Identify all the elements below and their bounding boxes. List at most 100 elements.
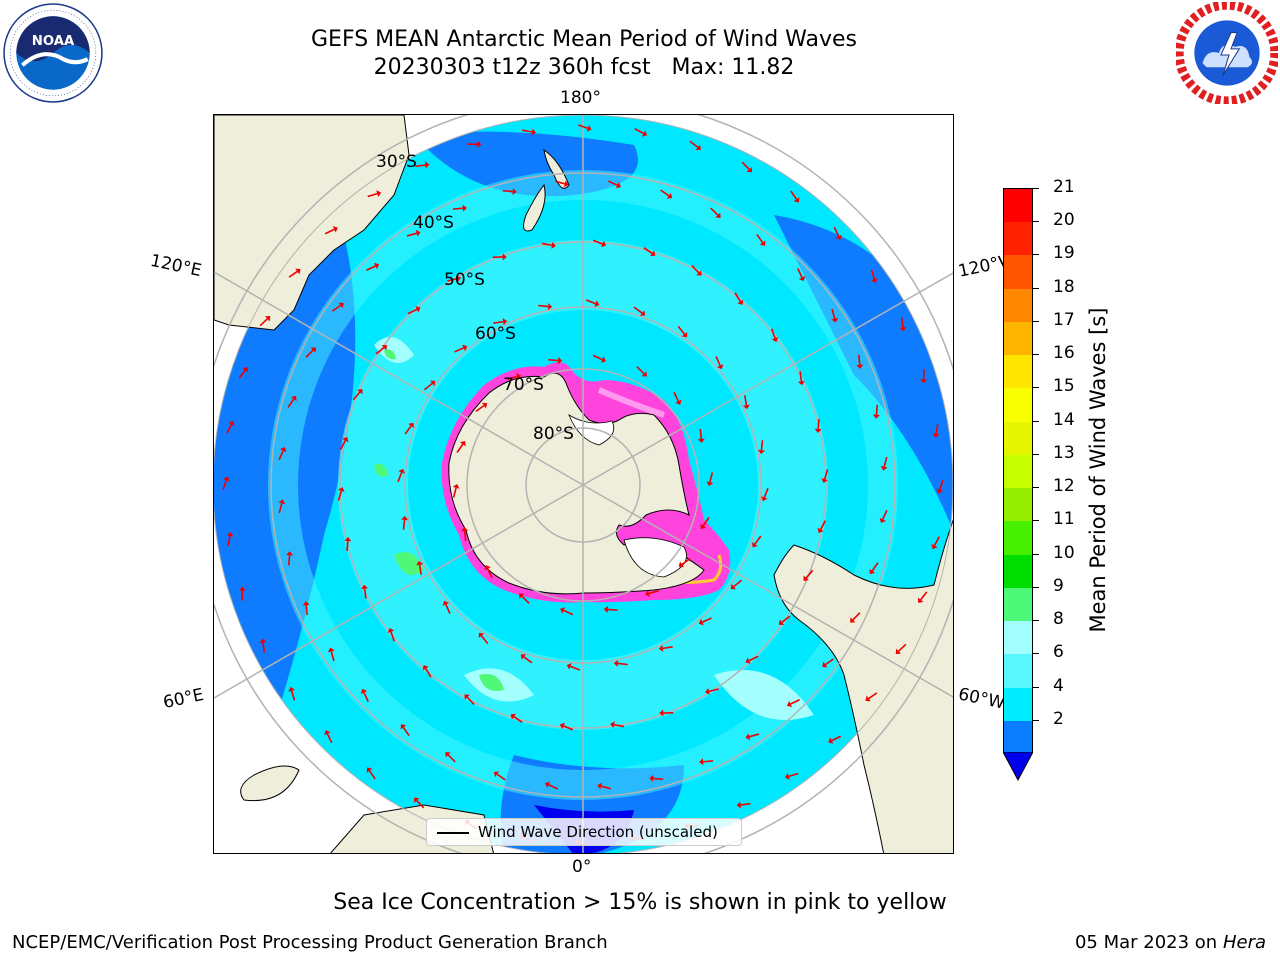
wind-wave-arrow [226, 424, 233, 434]
wind-wave-arrow-head [736, 801, 742, 809]
wind-wave-arrow-head [531, 128, 536, 136]
colorbar-tick-mark [1033, 188, 1039, 189]
wind-wave-arrow [493, 320, 504, 324]
wind-wave-arrow [788, 772, 799, 778]
wind-wave-arrow [416, 800, 425, 809]
wind-wave-arrow-head [223, 476, 230, 482]
wind-wave-arrow-head [408, 422, 414, 428]
land-south-america [773, 519, 953, 853]
wind-wave-arrow [592, 239, 603, 245]
colorbar-tick-mark [1033, 487, 1039, 489]
wind-wave-arrow-head [705, 687, 710, 695]
colorbar-segment [1004, 621, 1032, 655]
wind-wave-arrow [447, 277, 458, 282]
wind-wave-arrow [521, 595, 530, 604]
ross-ice-shelf [568, 414, 615, 446]
footer-date: 05 Mar 2023 on Hera [1075, 932, 1266, 953]
chart-title: GEFS MEAN Antarctic Mean Period of Wind … [311, 27, 857, 52]
wind-wave-arrow-head [238, 586, 246, 591]
footer-organization: NCEP/EMC/Verification Post Processing Pr… [12, 932, 608, 953]
colorbar-tick-mark [1033, 420, 1039, 422]
wind-wave-arrow [805, 569, 814, 579]
wind-wave-arrow-head [645, 590, 650, 597]
wind-wave-arrow [823, 469, 829, 480]
wind-wave-arrow-head [228, 420, 235, 427]
map-legend: Wind Wave Direction (unscaled) [426, 818, 742, 846]
wind-wave-arrow [702, 617, 712, 623]
wind-wave-arrow [831, 735, 842, 742]
wind-wave-arrow [305, 605, 308, 616]
legend-line-sample [437, 832, 469, 834]
wind-wave-arrow-head [603, 605, 609, 613]
wind-wave-arrow [548, 784, 559, 790]
wind-wave-arrow [287, 555, 291, 566]
colorbar-segment [1004, 687, 1032, 721]
wind-wave-arrow-head [697, 438, 705, 443]
wind-wave-arrow-head [696, 270, 702, 276]
map-panel [213, 114, 954, 854]
wind-wave-arrow [452, 487, 457, 498]
colorbar-tick-mark [1033, 653, 1039, 655]
wind-wave-arrow [703, 760, 714, 763]
colorbar-segment [1004, 554, 1032, 588]
wind-wave-arrow [689, 140, 699, 148]
wind-wave-arrow [424, 668, 432, 678]
wind-wave-arrow-head [797, 380, 805, 386]
wind-wave-arrow [875, 404, 879, 415]
wind-wave-arrow [367, 192, 378, 198]
wind-wave-arrow-head [310, 347, 316, 353]
wind-wave-arrow-head [547, 303, 553, 311]
wind-wave-arrow [741, 161, 750, 170]
wind-wave-arrow [423, 382, 433, 391]
wind-wave-arrow [868, 692, 878, 700]
noaa-logo: NOAA [3, 3, 103, 103]
wind-wave-arrow [790, 190, 798, 200]
wind-wave-arrow [480, 635, 489, 645]
colorbar-segment [1004, 587, 1032, 622]
long-period-patch [394, 552, 424, 575]
wind-wave-arrow-head [280, 447, 287, 453]
colorbar-segment [1004, 222, 1032, 256]
wind-wave-arrow-head [415, 306, 421, 313]
wind-wave-arrow [585, 299, 596, 305]
wind-wave-arrow-head [600, 356, 606, 363]
wind-wave-arrow [681, 557, 691, 566]
wind-wave-arrow-head [601, 240, 607, 248]
wind-wave-arrow-head [422, 665, 429, 671]
wind-wave-arrow-head [835, 234, 842, 240]
colorbar-tick-mark [1033, 719, 1039, 721]
wind-wave-arrow-head [666, 192, 673, 199]
wind-wave-arrow-head [784, 773, 790, 780]
wind-wave-arrow-head [452, 483, 460, 489]
wind-wave-arrow-head [332, 226, 338, 233]
wind-wave-arrow [278, 450, 284, 461]
wind-wave-arrow-head [700, 523, 707, 530]
wind-wave-arrow-head [817, 527, 824, 533]
wind-wave-arrow [466, 696, 475, 706]
wind-wave-arrow [397, 472, 403, 483]
wind-wave-arrow [898, 643, 907, 652]
wind-wave-arrow-head [327, 647, 335, 653]
wind-wave-arrow-head [659, 709, 664, 717]
colorbar-tick-label: 8 [1053, 609, 1064, 630]
wind-wave-arrow-head [678, 561, 685, 568]
wind-wave-arrow [613, 723, 625, 728]
wind-wave-arrow [643, 247, 653, 254]
wind-wave-arrow-head [831, 317, 839, 323]
colorbar-tick-label: 10 [1053, 542, 1075, 563]
wind-wave-arrow-head [290, 395, 297, 402]
wind-wave-arrow-head [559, 722, 565, 730]
wind-wave-arrow [935, 423, 939, 435]
wind-wave-arrow-head [803, 575, 809, 581]
wind-wave-arrow [538, 304, 549, 308]
wind-wave-arrow [445, 604, 451, 614]
wind-wave-arrow-head [658, 644, 664, 652]
colorbar-segment [1004, 720, 1032, 752]
wind-wave-arrow [763, 487, 769, 498]
wind-wave-arrow-head [288, 686, 295, 692]
wind-wave-arrow [677, 325, 686, 335]
wind-wave-arrow [748, 655, 759, 662]
colorbar [1003, 188, 1033, 753]
wind-wave-arrow [833, 226, 840, 237]
wind-wave-arrow [404, 425, 412, 435]
